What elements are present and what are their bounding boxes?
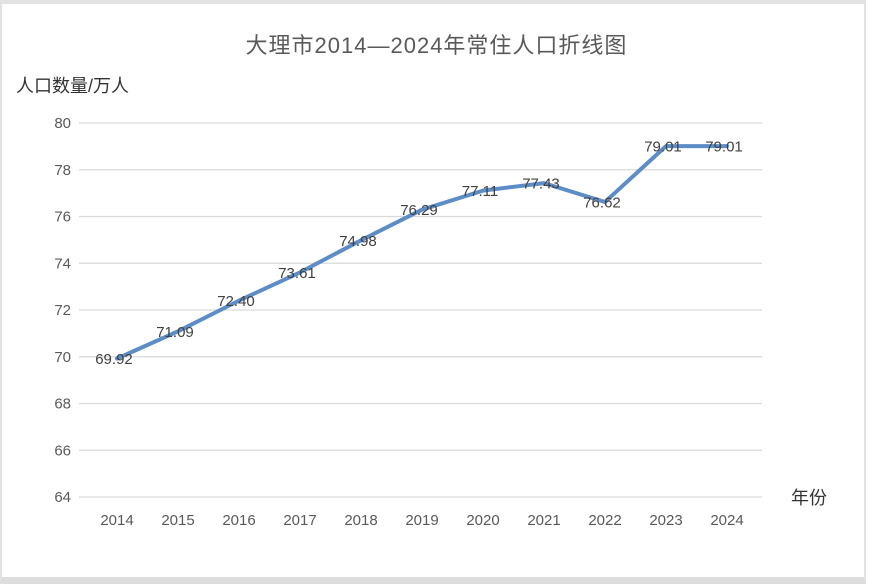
svg-text:2020: 2020 (466, 512, 499, 529)
svg-text:76.29: 76.29 (400, 202, 438, 219)
svg-text:79.01: 79.01 (644, 139, 682, 156)
svg-text:70: 70 (54, 349, 71, 366)
data-labels: 69.92 71.09 72.40 73.61 74.98 76.29 77.11 77.43… (95, 139, 743, 368)
svg-text:2017: 2017 (283, 512, 316, 529)
svg-text:2018: 2018 (344, 512, 377, 529)
svg-text:78: 78 (54, 162, 71, 179)
x-axis-title: 年份 (791, 488, 827, 508)
svg-text:79.01: 79.01 (705, 139, 743, 156)
svg-text:77.43: 77.43 (522, 176, 560, 193)
svg-text:2016: 2016 (222, 512, 255, 529)
svg-text:77.11: 77.11 (462, 183, 498, 200)
svg-text:2014: 2014 (100, 512, 133, 529)
svg-text:72.40: 72.40 (217, 293, 255, 310)
y-axis-title: 人口数量/万人 (16, 76, 130, 96)
svg-text:66: 66 (54, 442, 71, 459)
svg-text:76: 76 (54, 209, 71, 226)
svg-text:74.98: 74.98 (339, 233, 377, 250)
svg-text:69.92: 69.92 (95, 351, 133, 368)
svg-text:2021: 2021 (527, 512, 560, 529)
chart-title: 大理市2014—2024年常住人口折线图 (245, 33, 628, 58)
svg-text:76.62: 76.62 (583, 195, 621, 212)
svg-text:73.61: 73.61 (278, 265, 316, 282)
population-line-series (115, 144, 729, 361)
y-axis-tick-labels: 80 78 76 74 72 70 68 66 64 (54, 115, 71, 506)
svg-text:68: 68 (54, 396, 71, 413)
svg-text:74: 74 (54, 255, 71, 272)
svg-text:71.09: 71.09 (156, 324, 194, 341)
svg-text:80: 80 (54, 115, 71, 132)
svg-text:2022: 2022 (588, 512, 621, 529)
svg-text:72: 72 (54, 302, 71, 319)
svg-text:2024: 2024 (710, 512, 743, 529)
svg-text:64: 64 (54, 489, 71, 506)
gridlines (79, 122, 762, 498)
svg-text:2023: 2023 (649, 512, 682, 529)
x-axis-tick-labels: 2014 2015 2016 2017 2018 2019 2020 2021 2022 2023… (100, 512, 743, 529)
svg-text:2015: 2015 (161, 512, 194, 529)
svg-text:2019: 2019 (405, 512, 438, 529)
